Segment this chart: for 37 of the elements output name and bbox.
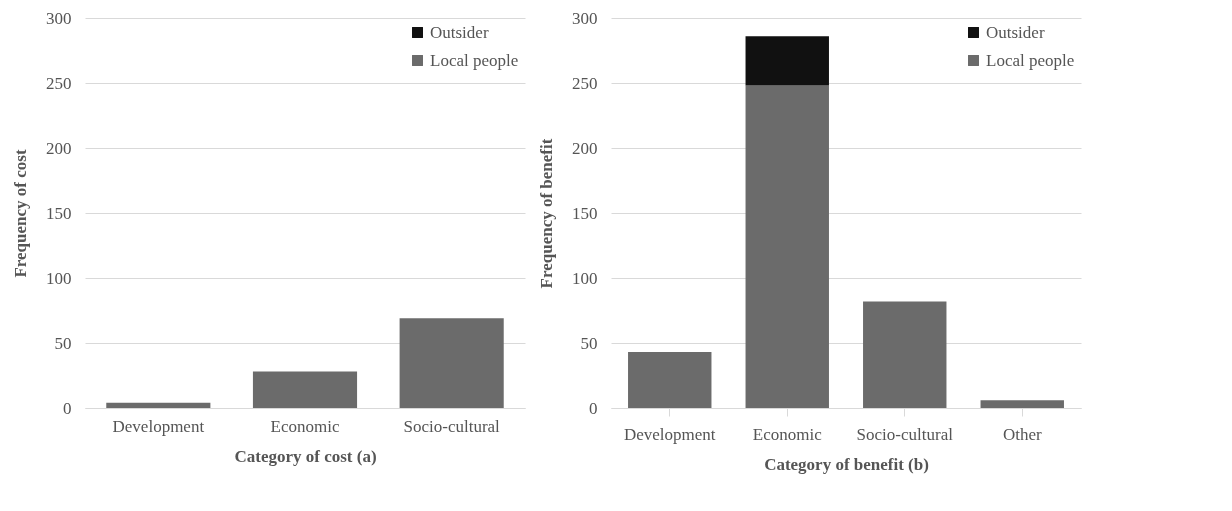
y-tick-label: 300 [46, 8, 72, 28]
x-tick-label: Economic [270, 416, 340, 436]
legend-label: Outsider [430, 22, 489, 42]
y-tick-label: 200 [572, 138, 598, 158]
x-tick-label: Economic [752, 424, 823, 444]
x-axis-title: Category of cost (a) [234, 446, 377, 466]
y-axis-title: Frequency of benefit [537, 138, 556, 289]
x-axis-title: Category of benefit (b) [764, 454, 929, 474]
bar [628, 352, 712, 408]
bar [745, 36, 829, 86]
y-tick-label: 250 [572, 73, 598, 93]
y-tick-label: 150 [46, 203, 72, 223]
bar [252, 371, 358, 408]
bar [863, 301, 947, 408]
y-tick-label: 0 [63, 398, 72, 418]
y-tick-label: 250 [46, 73, 72, 93]
y-tick-label: 100 [572, 268, 598, 288]
y-tick-label: 0 [589, 398, 598, 418]
legend-label: Local people [986, 50, 1075, 70]
bar [980, 400, 1064, 408]
x-tick-label: Socio-cultural [403, 416, 501, 436]
y-tick-label: 300 [572, 8, 598, 28]
y-tick-label: 150 [572, 203, 598, 223]
legend-label: Outsider [986, 22, 1045, 42]
bar [399, 318, 504, 408]
y-axis-title: Frequency of cost [11, 149, 30, 278]
y-tick-label: 200 [46, 138, 72, 158]
bar [106, 402, 211, 408]
x-tick-label: Other [1002, 424, 1042, 444]
x-tick-label: Socio-cultural [856, 424, 954, 444]
x-tick-label: Development [112, 416, 205, 436]
y-tick-label: 100 [46, 268, 72, 288]
x-tick-label: Development [623, 424, 716, 444]
legend-label: Local people [430, 50, 519, 70]
y-tick-label: 50 [54, 333, 72, 353]
bar [745, 85, 829, 408]
y-tick-label: 50 [580, 333, 598, 353]
